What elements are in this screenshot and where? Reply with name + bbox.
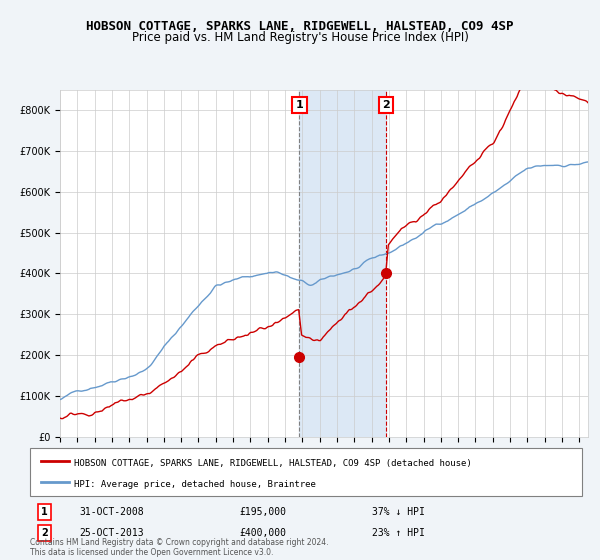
Text: 1: 1 <box>41 507 48 517</box>
Text: 31-OCT-2008: 31-OCT-2008 <box>80 507 145 517</box>
FancyBboxPatch shape <box>30 448 582 496</box>
Text: £400,000: £400,000 <box>240 528 287 538</box>
Text: 37% ↓ HPI: 37% ↓ HPI <box>372 507 425 517</box>
Text: 2: 2 <box>382 100 389 110</box>
Text: 23% ↑ HPI: 23% ↑ HPI <box>372 528 425 538</box>
Text: HPI: Average price, detached house, Braintree: HPI: Average price, detached house, Brai… <box>74 480 316 489</box>
Text: HOBSON COTTAGE, SPARKS LANE, RIDGEWELL, HALSTEAD, CO9 4SP: HOBSON COTTAGE, SPARKS LANE, RIDGEWELL, … <box>86 20 514 32</box>
Text: £195,000: £195,000 <box>240 507 287 517</box>
Bar <box>299 90 386 437</box>
Text: 25-OCT-2013: 25-OCT-2013 <box>80 528 145 538</box>
Text: HOBSON COTTAGE, SPARKS LANE, RIDGEWELL, HALSTEAD, CO9 4SP (detached house): HOBSON COTTAGE, SPARKS LANE, RIDGEWELL, … <box>74 459 472 468</box>
Text: Price paid vs. HM Land Registry's House Price Index (HPI): Price paid vs. HM Land Registry's House … <box>131 31 469 44</box>
Text: 1: 1 <box>296 100 303 110</box>
Text: 2: 2 <box>41 528 48 538</box>
Text: Contains HM Land Registry data © Crown copyright and database right 2024.
This d: Contains HM Land Registry data © Crown c… <box>30 538 329 557</box>
